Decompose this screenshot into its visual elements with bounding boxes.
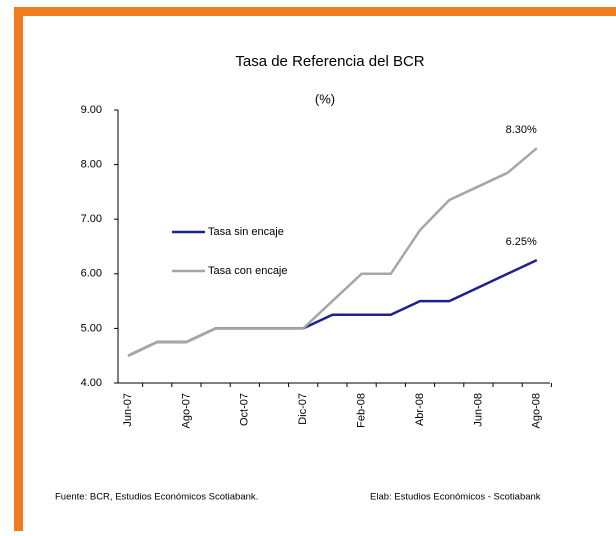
value-label: 6.25%: [506, 236, 537, 248]
y-tick-label: 7.00: [81, 213, 102, 225]
y-tick-label: 9.00: [81, 104, 102, 116]
y-tick-label: 5.00: [81, 322, 102, 334]
source: Fuente: BCR, Estudios Económicos Scotiab…: [55, 492, 258, 503]
x-tick-label: Abr-08: [414, 393, 426, 426]
y-tick-label: 6.00: [81, 268, 102, 280]
x-tick-label: Oct-07: [239, 393, 251, 426]
frame-top: [14, 7, 616, 16]
credit: Elab: Estudios Económicos - Scotiabank: [370, 492, 541, 503]
legend-label: Tasa sin encaje: [208, 226, 284, 238]
value-label: 8.30%: [506, 124, 537, 136]
x-tick-label: Feb-08: [356, 393, 368, 428]
chart-subtitle: (%): [315, 91, 335, 106]
x-tick-label: Dic-07: [297, 393, 309, 425]
y-tick-label: 4.00: [81, 377, 102, 389]
x-tick-label: Jun-08: [472, 393, 484, 427]
x-tick-label: Ago-07: [180, 393, 192, 428]
frame-left: [14, 7, 23, 531]
series-line: [127, 147, 538, 357]
x-tick-label: Ago-08: [531, 393, 543, 428]
y-tick-label: 8.00: [81, 159, 102, 171]
x-tick-label: Jun-07: [122, 393, 134, 427]
chart-title: Tasa de Referencia del BCR: [235, 53, 424, 70]
legend-label: Tasa con encaje: [208, 265, 288, 277]
